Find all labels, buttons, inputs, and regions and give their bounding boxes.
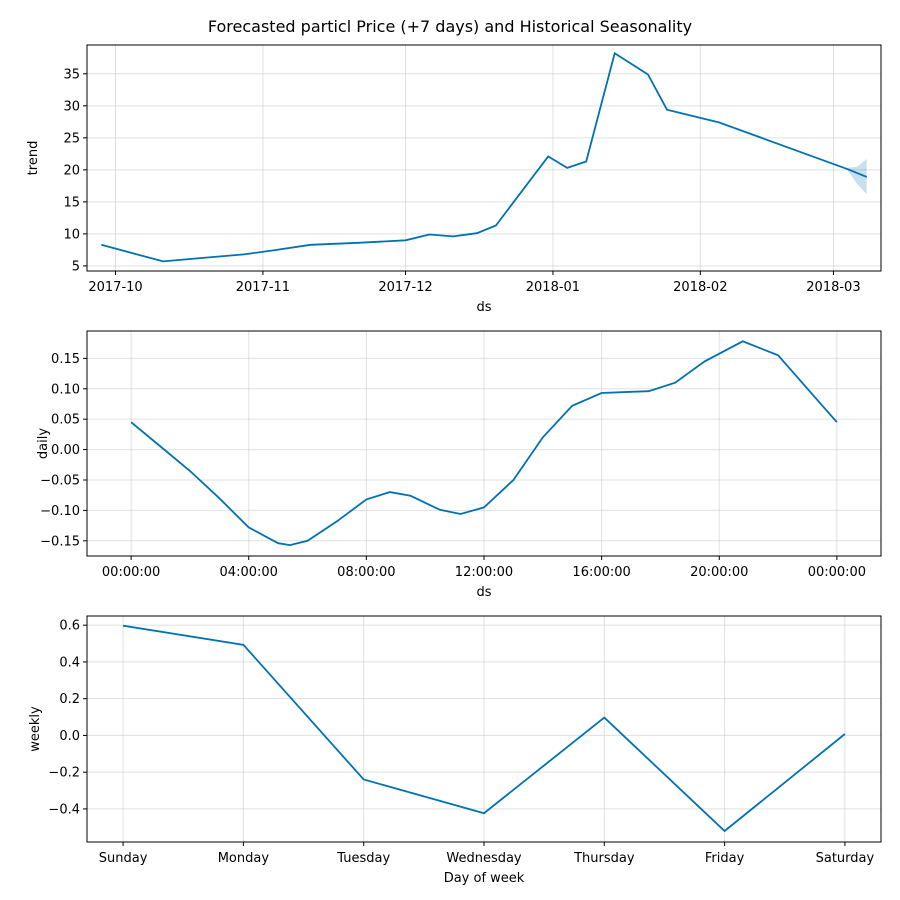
x-tick-label: Sunday <box>99 851 148 866</box>
panels: 2017-10 2017-11 2017-12 2018-01 2018-02 2018-… <box>26 44 882 886</box>
x-tick-label: 2018-01 <box>526 280 580 295</box>
x-tick-label: Thursday <box>573 851 635 866</box>
y-tick-label: 20 <box>63 163 80 178</box>
y-tick-label: 0.05 <box>51 413 80 428</box>
x-tick-label: 2017-10 <box>88 280 142 295</box>
x-tick-label: 00:00:00 <box>808 565 866 580</box>
x-tick-label: Friday <box>705 851 745 866</box>
x-tick-label: 2018-02 <box>673 280 727 295</box>
y-axis-label: weekly <box>28 706 43 752</box>
x-tick-label: 2017-11 <box>236 280 290 295</box>
y-tick-label: 10 <box>63 227 80 242</box>
y-tick-label: 35 <box>63 67 80 82</box>
y-tick-label: 0.15 <box>51 352 80 367</box>
x-tick-label: 2018-03 <box>806 280 860 295</box>
x-tick-label: 2017-12 <box>378 280 432 295</box>
uncertainty-band <box>847 159 867 195</box>
y-tick-label: −0.15 <box>40 534 80 549</box>
y-tick-label: 0.6 <box>59 619 80 634</box>
daily-panel: 00:00:00 04:00:00 08:00:00 12:00:00 16:00:00… <box>36 330 882 600</box>
y-tick-label: 5 <box>72 259 80 274</box>
trend-panel: 2017-10 2017-11 2017-12 2018-01 2018-02 2018-… <box>26 44 882 315</box>
x-tick-label: Saturday <box>816 851 875 866</box>
x-tick-label: 16:00:00 <box>572 565 630 580</box>
y-tick-label: 30 <box>63 99 80 114</box>
x-tick-label: Monday <box>218 851 270 866</box>
y-tick-label: 0.00 <box>51 443 80 458</box>
x-axis-label: ds <box>476 300 491 315</box>
weekly-panel: Sunday Monday Tuesday Wednesday Thursday Frid… <box>28 615 882 886</box>
weekly-series-line <box>122 624 846 833</box>
x-tick-label: 04:00:00 <box>220 565 278 580</box>
y-tick-label: −0.10 <box>40 504 80 519</box>
y-tick-label: −0.4 <box>48 802 80 817</box>
y-tick-label: 0.4 <box>59 655 80 670</box>
x-tick-label: Wednesday <box>446 851 522 866</box>
y-tick-label: 15 <box>63 195 80 210</box>
y-tick-label: 0.10 <box>51 382 80 397</box>
x-axis-label: Day of week <box>444 871 525 886</box>
y-axis-label: daily <box>36 428 51 459</box>
axes-frame <box>86 44 882 272</box>
y-tick-label: −0.2 <box>48 766 80 781</box>
y-tick-label: −0.05 <box>40 473 80 488</box>
daily-series-line <box>130 340 838 547</box>
x-axis-label: ds <box>476 585 491 600</box>
y-axis-label: trend <box>26 141 41 176</box>
trend-series-line <box>101 51 868 263</box>
y-tick-label: 0.2 <box>59 692 80 707</box>
x-tick-label: Tuesday <box>336 851 390 866</box>
x-tick-label: 20:00:00 <box>690 565 748 580</box>
figure-title: Forecasted particl Price (+7 days) and H… <box>208 17 692 36</box>
y-tick-label: 25 <box>63 131 80 146</box>
x-tick-label: 12:00:00 <box>455 565 513 580</box>
y-tick-label: 0.0 <box>59 729 80 744</box>
x-tick-label: 08:00:00 <box>337 565 395 580</box>
x-tick-label: 00:00:00 <box>102 565 160 580</box>
